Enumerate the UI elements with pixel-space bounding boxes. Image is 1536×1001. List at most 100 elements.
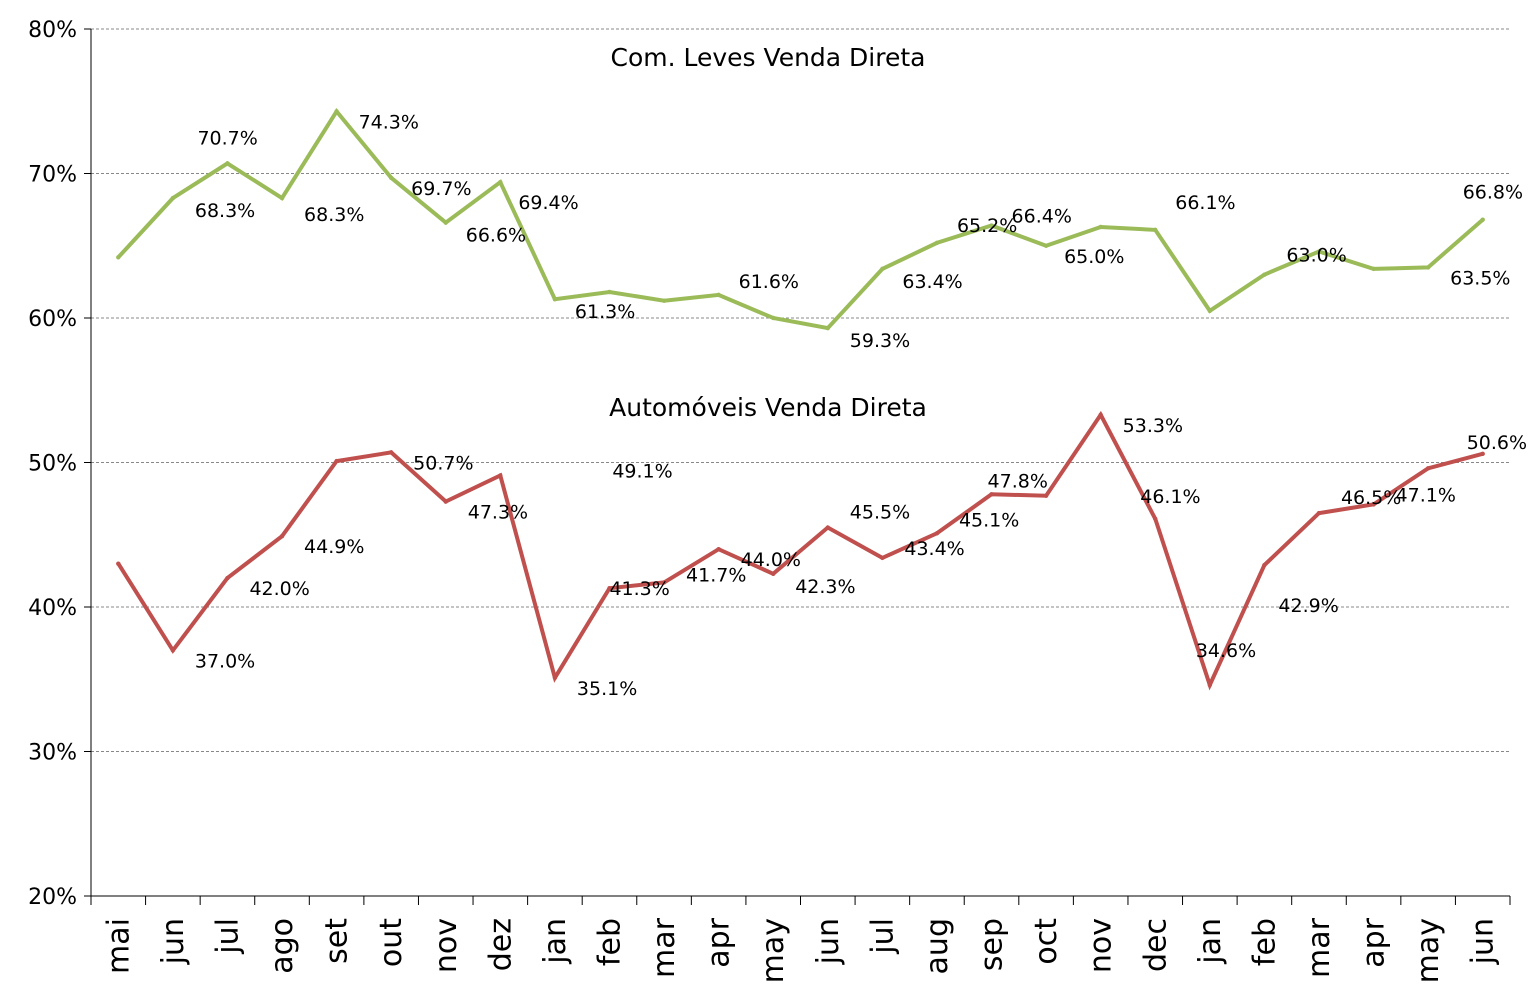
data-label: 63.5% — [1450, 267, 1510, 289]
data-point — [552, 675, 558, 681]
data-label: 66.6% — [466, 225, 526, 247]
x-tick-label: out — [374, 918, 409, 967]
data-point — [388, 450, 394, 455]
y-tick-label: 70% — [28, 163, 77, 188]
data-label: 42.9% — [1278, 595, 1338, 617]
data-label: 44.0% — [741, 549, 801, 571]
data-label: 74.3% — [359, 111, 419, 133]
data-point — [825, 325, 830, 331]
data-label: 41.7% — [686, 564, 746, 586]
data-point — [1316, 510, 1322, 516]
data-point — [880, 266, 885, 272]
data-point — [1316, 249, 1322, 254]
data-point — [334, 109, 339, 114]
x-tick-label: apr — [1357, 917, 1392, 967]
x-tick-label: mai — [101, 918, 136, 974]
data-label: 66.8% — [1463, 182, 1523, 204]
series-titles: Com. Leves Venda Direta Automóveis Venda… — [609, 43, 927, 422]
y-tick-label: 60% — [28, 307, 77, 332]
data-point — [989, 223, 994, 228]
series-lines — [116, 107, 1485, 691]
data-point — [498, 473, 503, 478]
data-point — [1371, 502, 1376, 507]
data-point — [934, 240, 940, 246]
data-point — [1425, 466, 1431, 471]
data-point — [1371, 266, 1376, 272]
data-label: 46.1% — [1140, 486, 1200, 508]
x-tick-label: may — [1411, 918, 1446, 983]
data-label: 66.1% — [1175, 192, 1235, 214]
x-tick-label: set — [320, 918, 355, 964]
x-tick-label: may — [756, 918, 791, 983]
x-tick-label: dez — [483, 918, 518, 971]
data-label: 69.7% — [411, 178, 471, 200]
data-point — [771, 571, 776, 576]
data-point — [225, 575, 230, 581]
data-label: 50.6% — [1467, 432, 1527, 454]
data-label: 45.1% — [959, 509, 1019, 531]
axes: 20%30%40%50%60%70%80%mai jun jul ago set out n… — [28, 18, 1511, 983]
data-point — [1043, 493, 1049, 498]
data-label: 63.0% — [1286, 245, 1346, 267]
data-label: 42.3% — [795, 576, 855, 598]
x-tick-label: sep — [975, 918, 1010, 971]
data-label: 68.3% — [304, 204, 364, 226]
data-label: 45.5% — [850, 502, 910, 524]
data-label: 43.4% — [904, 538, 964, 560]
data-point — [1207, 308, 1213, 313]
data-point — [661, 580, 667, 585]
y-tick-label: 40% — [28, 596, 77, 621]
data-point — [170, 648, 176, 653]
data-point — [716, 547, 721, 552]
data-label: 46.5% — [1341, 487, 1401, 509]
data-point — [1043, 243, 1049, 248]
data-labels: 68.3% 70.7% 68.3% 74.3% 69.7% 66.6% 69.4% 61.3%… — [195, 111, 1527, 699]
data-label: 69.4% — [518, 192, 578, 214]
data-point — [116, 255, 121, 260]
series-line — [116, 410, 1484, 691]
data-point — [934, 531, 940, 536]
y-tick-label: 30% — [28, 741, 77, 766]
y-tick-label: 50% — [28, 452, 77, 477]
x-tick-label: jun — [1466, 918, 1501, 965]
data-label: 47.3% — [468, 502, 528, 524]
x-tick-label: mar — [1302, 917, 1337, 978]
data-point — [443, 499, 448, 504]
series-title-com-leves: Com. Leves Venda Direta — [611, 43, 926, 72]
x-tick-label: nov — [429, 918, 464, 973]
data-label: 53.3% — [1123, 415, 1183, 437]
data-point — [1262, 562, 1267, 568]
data-label: 61.3% — [575, 301, 635, 323]
data-label: 68.3% — [195, 200, 255, 222]
data-point — [1480, 451, 1485, 457]
data-label: 70.7% — [197, 127, 257, 149]
data-point — [1153, 227, 1158, 233]
data-point — [552, 297, 558, 302]
data-label: 42.0% — [249, 578, 309, 600]
x-tick-label: oct — [1029, 918, 1064, 965]
x-tick-label: jul — [210, 918, 245, 955]
data-point — [607, 586, 612, 591]
data-point — [1262, 272, 1267, 277]
data-point — [825, 525, 830, 530]
data-point — [116, 561, 121, 566]
data-label: 66.4% — [1012, 206, 1072, 228]
x-tick-label: nov — [1084, 918, 1119, 973]
data-label: 63.4% — [902, 271, 962, 293]
data-point — [1425, 265, 1431, 270]
y-tick-label: 20% — [28, 885, 77, 910]
data-point — [1098, 224, 1103, 230]
data-label: 34.6% — [1196, 640, 1256, 662]
series-line — [116, 107, 1485, 331]
data-point — [334, 458, 339, 464]
data-label: 50.7% — [413, 452, 473, 474]
x-tick-label: jan — [538, 918, 573, 965]
data-label: 49.1% — [612, 461, 672, 483]
data-point — [716, 292, 721, 298]
data-point — [498, 179, 503, 185]
data-point — [170, 195, 176, 201]
x-tick-label: aug — [920, 918, 955, 974]
x-tick-label: jul — [865, 918, 900, 955]
gridlines — [91, 28, 1510, 752]
